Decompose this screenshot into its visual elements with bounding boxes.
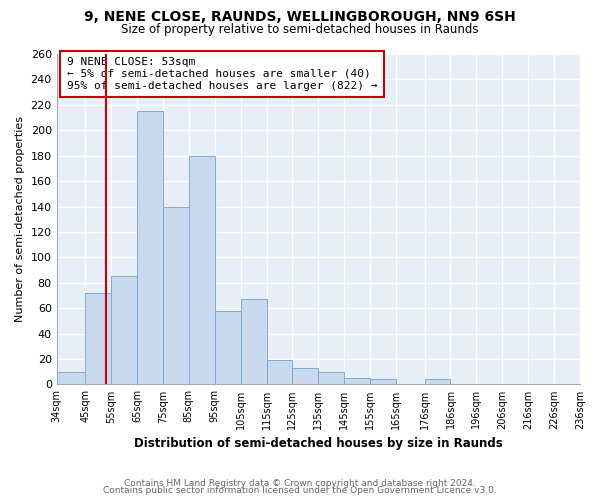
Bar [111, 276, 137, 384]
Bar [241, 300, 266, 384]
Bar [56, 372, 85, 384]
Bar [85, 293, 111, 384]
Bar [344, 378, 370, 384]
Bar [137, 111, 163, 384]
Text: Contains public sector information licensed under the Open Government Licence v3: Contains public sector information licen… [103, 486, 497, 495]
Bar [319, 372, 344, 384]
Text: 9 NENE CLOSE: 53sqm
← 5% of semi-detached houses are smaller (40)
95% of semi-de: 9 NENE CLOSE: 53sqm ← 5% of semi-detache… [67, 58, 377, 90]
Bar [292, 368, 319, 384]
Bar [266, 360, 292, 384]
Text: Contains HM Land Registry data © Crown copyright and database right 2024.: Contains HM Land Registry data © Crown c… [124, 478, 476, 488]
Y-axis label: Number of semi-detached properties: Number of semi-detached properties [15, 116, 25, 322]
Bar [425, 380, 451, 384]
Bar [370, 380, 396, 384]
Bar [163, 206, 189, 384]
X-axis label: Distribution of semi-detached houses by size in Raunds: Distribution of semi-detached houses by … [134, 437, 503, 450]
Bar [215, 310, 241, 384]
Bar [189, 156, 215, 384]
Text: Size of property relative to semi-detached houses in Raunds: Size of property relative to semi-detach… [121, 22, 479, 36]
Text: 9, NENE CLOSE, RAUNDS, WELLINGBOROUGH, NN9 6SH: 9, NENE CLOSE, RAUNDS, WELLINGBOROUGH, N… [84, 10, 516, 24]
